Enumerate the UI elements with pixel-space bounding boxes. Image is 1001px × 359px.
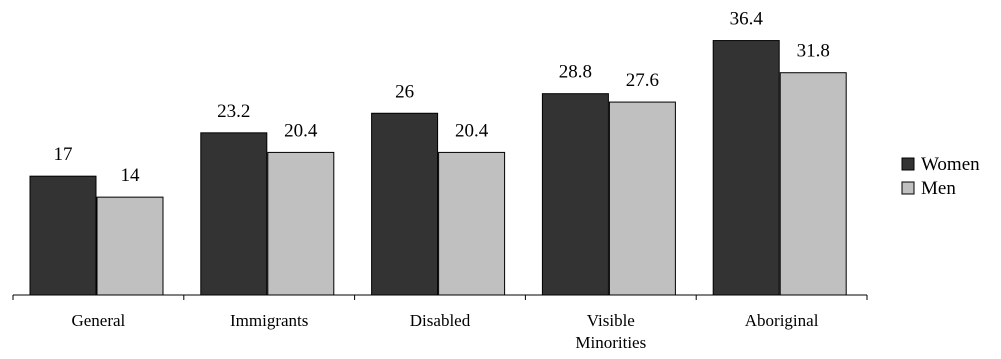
bar-men-4 [779, 72, 847, 296]
legend-label-men: Men [921, 178, 956, 199]
data-label-men-3: 27.6 [626, 70, 659, 91]
value-labels-layer: 17 14 23.2 20.4 26 20.4 28.8 27.6 36.4 31.8 [54, 9, 830, 187]
legend: Women Men [901, 154, 980, 199]
bar-women-2 [371, 112, 439, 296]
category-labels-layer: General Immigrants Disabled Visible Minoriti… [71, 311, 818, 352]
data-label-women-3: 28.8 [559, 62, 592, 83]
data-label-men-2: 20.4 [455, 120, 489, 141]
bar-women-0 [29, 175, 97, 296]
category-label-4: Aboriginal [745, 311, 819, 330]
category-label-2: Disabled [410, 311, 471, 330]
bar-men-3 [608, 101, 676, 296]
category-label-1: Immigrants [230, 311, 308, 330]
category-label-0: General [71, 311, 125, 330]
bar-women-4 [712, 40, 780, 296]
data-label-women-4: 36.4 [730, 9, 764, 30]
bar-men-2 [438, 151, 506, 296]
bar-women-3 [541, 93, 609, 296]
bars-layer [29, 40, 847, 296]
bar-men-0 [96, 196, 164, 296]
data-label-women-2: 26 [395, 81, 414, 102]
x-axis [12, 294, 868, 300]
data-label-men-0: 14 [121, 165, 141, 186]
legend-label-women: Women [921, 154, 980, 175]
bar-women-1 [200, 132, 268, 296]
data-label-women-0: 17 [54, 144, 73, 165]
data-label-men-1: 20.4 [284, 120, 318, 141]
data-label-men-4: 31.8 [797, 41, 830, 62]
legend-swatch-women [901, 157, 915, 171]
bar-men-1 [267, 151, 335, 296]
legend-swatch-men [901, 181, 915, 195]
data-label-women-1: 23.2 [217, 101, 250, 122]
category-label-3: Visible Minorities [575, 311, 646, 352]
